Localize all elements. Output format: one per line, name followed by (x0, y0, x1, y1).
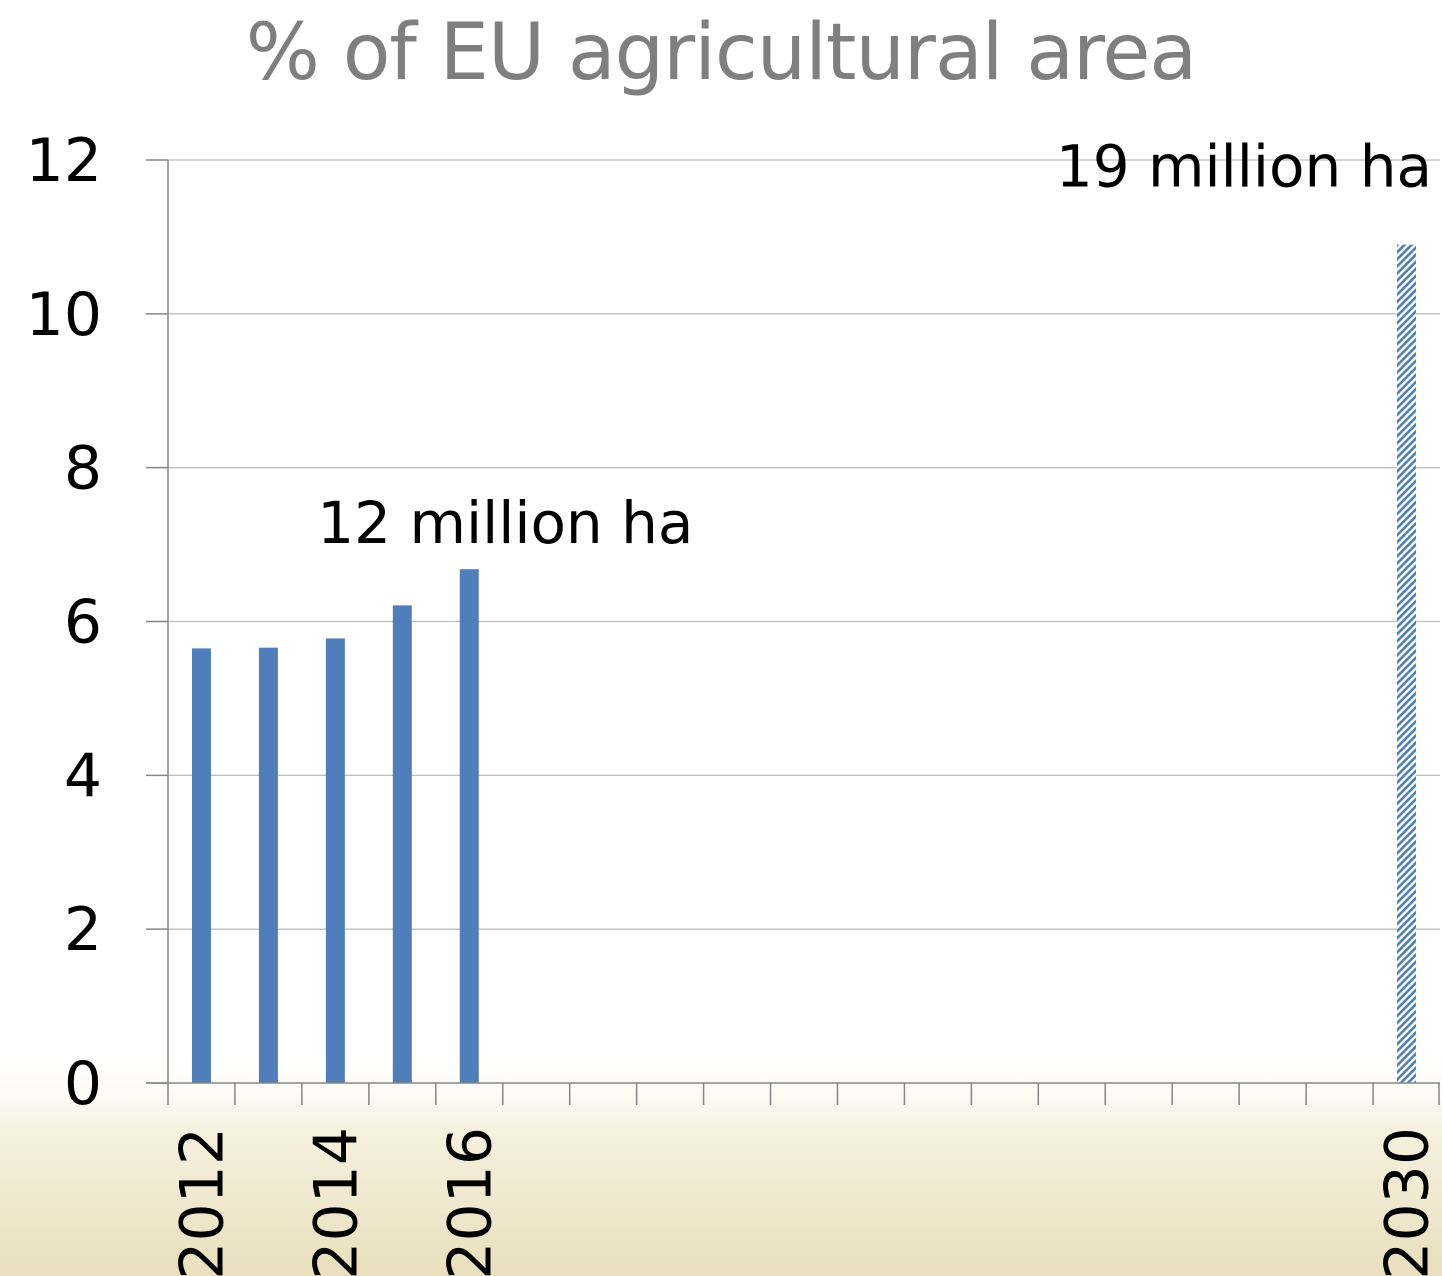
y-tick-label: 6 (64, 588, 102, 658)
annotation-label: 19 million ha (1056, 133, 1432, 201)
x-tick-label: 2012 (167, 1127, 237, 1276)
bar-2016 (459, 569, 479, 1083)
bar-2015 (392, 605, 412, 1083)
x-tick-label: 2014 (301, 1127, 371, 1276)
x-tick-label: 2016 (435, 1127, 505, 1276)
chart-title: % of EU agricultural area (245, 8, 1197, 98)
background-fade (0, 1050, 1442, 1276)
y-tick-label: 8 (64, 434, 102, 504)
y-tick-label: 2 (64, 895, 102, 965)
bar-2013 (258, 647, 278, 1083)
bar-2014 (325, 638, 345, 1083)
y-tick-label: 0 (64, 1049, 102, 1119)
x-tick-label: 2030 (1373, 1127, 1442, 1276)
bar-2030 (1397, 244, 1417, 1083)
y-tick-label: 12 (26, 126, 102, 196)
bar-2012 (191, 648, 211, 1083)
y-tick-label: 4 (64, 741, 102, 811)
annotation-label: 12 million ha (317, 489, 693, 557)
y-tick-label: 10 (26, 280, 102, 350)
